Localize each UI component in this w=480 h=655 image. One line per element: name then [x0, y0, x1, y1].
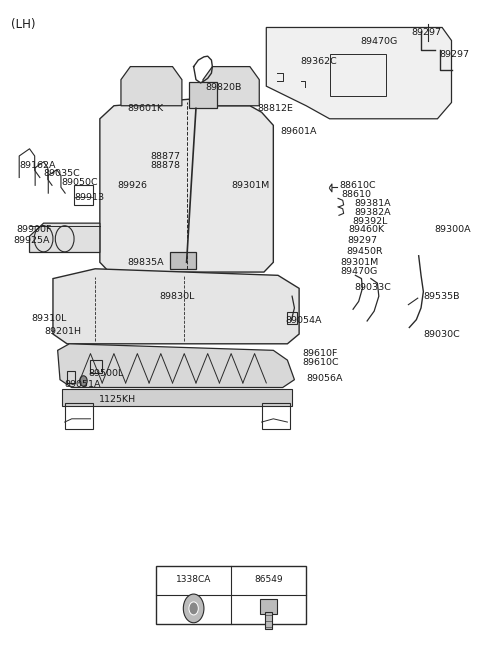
- Text: 89381A: 89381A: [354, 199, 391, 208]
- Bar: [189, 83, 217, 108]
- Bar: [265, 612, 272, 629]
- Text: 89162A: 89162A: [19, 161, 56, 170]
- Text: 89050C: 89050C: [61, 178, 98, 187]
- Polygon shape: [30, 223, 100, 252]
- Text: 89297: 89297: [348, 236, 377, 244]
- Text: 89610C: 89610C: [302, 358, 339, 367]
- Bar: [288, 312, 297, 324]
- Bar: [330, 54, 386, 96]
- Text: 89460K: 89460K: [348, 225, 384, 234]
- Text: 89535B: 89535B: [423, 291, 460, 301]
- Bar: [62, 390, 292, 405]
- Bar: [90, 360, 102, 373]
- Circle shape: [183, 594, 204, 623]
- Text: 89310L: 89310L: [32, 314, 67, 323]
- Text: 86549: 86549: [254, 574, 283, 584]
- Text: 89470G: 89470G: [341, 267, 378, 276]
- Text: 89450R: 89450R: [347, 248, 383, 256]
- Text: 88812E: 88812E: [257, 104, 293, 113]
- Text: 89054A: 89054A: [285, 316, 322, 326]
- Text: 89030C: 89030C: [423, 329, 460, 339]
- Text: 89035C: 89035C: [44, 169, 80, 178]
- Text: 89392L: 89392L: [352, 217, 387, 227]
- Text: 88610C: 88610C: [339, 181, 375, 190]
- Text: 89297: 89297: [412, 28, 442, 37]
- Text: 89033C: 89033C: [354, 282, 391, 291]
- Text: (LH): (LH): [11, 18, 35, 31]
- Text: 89301M: 89301M: [231, 181, 269, 190]
- Text: 89830L: 89830L: [160, 291, 195, 301]
- Text: 89926: 89926: [118, 181, 148, 190]
- Bar: [65, 403, 93, 428]
- Polygon shape: [100, 99, 273, 272]
- Text: 89820B: 89820B: [205, 83, 242, 92]
- Bar: [170, 252, 196, 269]
- Text: 89610F: 89610F: [302, 349, 338, 358]
- Bar: [74, 185, 93, 205]
- Polygon shape: [121, 67, 182, 105]
- Text: 89500L: 89500L: [88, 369, 123, 378]
- Polygon shape: [53, 269, 299, 344]
- Circle shape: [80, 376, 87, 386]
- Text: 89925A: 89925A: [13, 236, 49, 244]
- Polygon shape: [266, 28, 452, 119]
- Text: 89056A: 89056A: [306, 374, 343, 383]
- Text: 89900F: 89900F: [16, 225, 52, 234]
- Text: 89835A: 89835A: [127, 258, 164, 267]
- Text: 89362C: 89362C: [300, 57, 337, 66]
- Text: 89301M: 89301M: [341, 258, 379, 267]
- Bar: [262, 403, 290, 428]
- Text: 89297: 89297: [440, 50, 470, 60]
- Bar: [156, 565, 306, 624]
- Bar: [67, 371, 75, 383]
- Text: 89601K: 89601K: [127, 104, 163, 113]
- Text: 88878: 88878: [151, 161, 180, 170]
- Circle shape: [189, 602, 198, 615]
- Polygon shape: [203, 67, 259, 105]
- Text: 1125KH: 1125KH: [99, 395, 136, 403]
- Text: 89201H: 89201H: [45, 327, 82, 336]
- Text: 89470G: 89470G: [360, 37, 397, 47]
- Polygon shape: [58, 344, 294, 388]
- Text: 89913: 89913: [74, 193, 104, 202]
- Text: 89300A: 89300A: [434, 225, 471, 234]
- Text: 1338CA: 1338CA: [176, 574, 211, 584]
- Text: 88610: 88610: [342, 190, 372, 199]
- Text: 88877: 88877: [151, 152, 180, 161]
- Text: 89601A: 89601A: [280, 127, 317, 136]
- Text: 89382A: 89382A: [354, 208, 391, 217]
- Bar: [260, 599, 277, 614]
- Text: 89051A: 89051A: [65, 381, 101, 389]
